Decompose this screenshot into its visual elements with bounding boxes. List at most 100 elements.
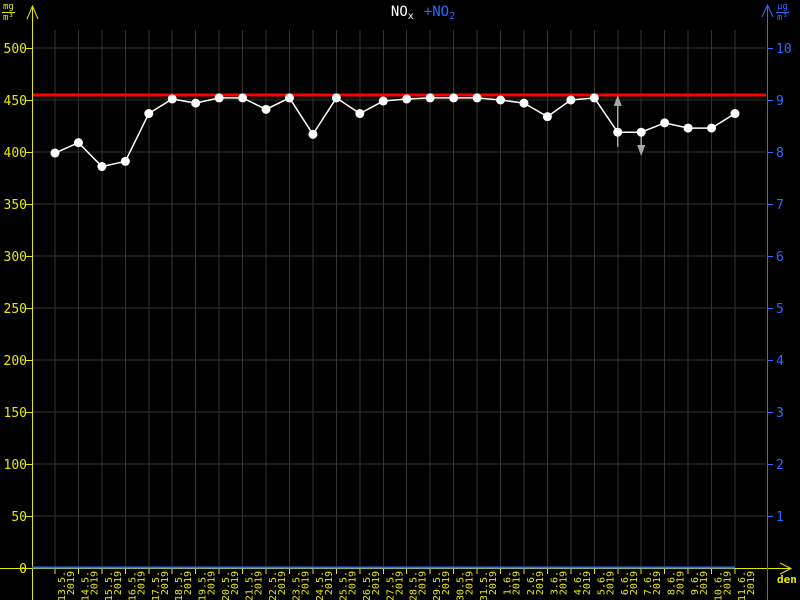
legend-no2-sub: 2 — [449, 11, 456, 22]
nox-data-point — [284, 93, 294, 103]
nox-data-point — [331, 93, 341, 103]
nox-data-point — [613, 127, 623, 137]
nox-data-point — [449, 93, 459, 103]
x-tick-label-day: 1.6. — [503, 571, 514, 595]
right-tick-label: 3 — [776, 406, 784, 421]
x-tick-label-year: 2019 — [746, 571, 757, 595]
x-tick-label-day: 5.6. — [596, 571, 607, 595]
x-tick-label-day: 29.5. — [432, 571, 443, 600]
x-tick-label-year: 2019 — [207, 571, 218, 595]
x-tick-label-year: 2019 — [488, 571, 499, 595]
nox-data-point — [425, 93, 435, 103]
right-tick-label: 2 — [776, 458, 784, 473]
x-tick-label-day: 21.5. — [245, 571, 256, 600]
nox-data-point — [238, 93, 248, 103]
nox-data-point — [261, 104, 271, 114]
legend-nox: NOx — [391, 4, 414, 22]
x-tick-label-day: 17.5. — [151, 571, 162, 600]
left-tick-label: 150 — [4, 406, 27, 421]
nox-data-point — [707, 123, 717, 133]
left-tick-label: 300 — [4, 250, 27, 265]
nox-data-point — [214, 93, 224, 103]
legend-nox-sub: x — [407, 11, 414, 22]
x-tick-label-day: 26.5. — [362, 571, 373, 600]
x-tick-label-year: 2019 — [512, 571, 523, 595]
x-tick-label-year: 2019 — [66, 571, 77, 595]
nox-data-point — [167, 94, 177, 104]
nox-data-point — [73, 138, 83, 148]
nox-series-line — [54, 96, 736, 168]
x-tick-label-day: 8.6. — [667, 571, 678, 595]
x-tick-label-year: 2019 — [347, 571, 358, 595]
x-tick-label-day: 24.5. — [315, 571, 326, 600]
x-tick-label-day: 19.5. — [198, 571, 209, 600]
x-axis-arrow — [779, 562, 793, 575]
x-tick-label-day: 7.6. — [643, 571, 654, 595]
nox-data-point — [97, 162, 107, 172]
nox-data-point — [402, 94, 412, 104]
x-tick-label-year: 2019 — [629, 571, 640, 595]
left-tick-label: 400 — [4, 146, 27, 161]
x-tick-label-day: 20.5. — [221, 571, 232, 600]
nox-data-point — [589, 93, 599, 103]
x-tick-label-year: 2019 — [160, 571, 171, 595]
x-tick-label-day: 13.5. — [57, 571, 68, 600]
nox-data-point — [566, 95, 576, 105]
left-axis-unit-denominator: m³ — [3, 13, 14, 23]
nox-data-point — [355, 109, 365, 119]
x-tick-label-year: 2019 — [582, 571, 593, 595]
x-tick-label-year: 2019 — [558, 571, 569, 595]
x-tick-label-year: 2019 — [418, 571, 429, 595]
x-tick-label-day: 14.5. — [80, 571, 91, 600]
nox-data-point — [496, 95, 506, 105]
right-tick-label: 8 — [776, 146, 784, 161]
legend-no2: +NO2 — [423, 4, 456, 22]
right-axis-unit-denominator: m³ — [777, 13, 788, 23]
nox-data-point — [683, 123, 693, 133]
nox-data-point — [730, 109, 740, 119]
legend-no2-text: +NO — [423, 4, 450, 20]
nox-data-point — [308, 129, 318, 139]
down-arrow-head — [637, 145, 646, 157]
x-tick-label-day: 15.5. — [104, 571, 115, 600]
right-tick-label: 7 — [776, 198, 784, 213]
x-tick-label-year: 2019 — [230, 571, 241, 595]
nox-data-point — [636, 127, 646, 137]
x-tick-label-year: 2019 — [394, 571, 405, 595]
right-tick-label: 4 — [776, 354, 784, 369]
right-tick-label: 9 — [776, 94, 784, 109]
x-tick-label-year: 2019 — [535, 571, 546, 595]
x-tick-label-day: 4.6. — [573, 571, 584, 595]
nox-data-point — [144, 109, 154, 119]
x-tick-label-year: 2019 — [699, 571, 710, 595]
nox-data-point — [660, 118, 670, 128]
left-axis-arrow — [26, 4, 39, 20]
x-tick-label-day: 3.6. — [549, 571, 560, 595]
x-tick-label-day: 28.5. — [409, 571, 420, 600]
right-axis-unit-numerator: µg — [776, 2, 789, 13]
x-tick-label-year: 2019 — [676, 571, 687, 595]
nox-data-point — [542, 112, 552, 122]
nox-data-point — [191, 98, 201, 108]
x-tick-label-day: 23.5. — [291, 571, 302, 600]
x-tick-label-day: 6.6. — [620, 571, 631, 595]
right-tick-label: 6 — [776, 250, 784, 265]
x-tick-label-year: 2019 — [113, 571, 124, 595]
x-tick-label-year: 2019 — [441, 571, 452, 595]
x-tick-label-day: 16.5. — [127, 571, 138, 600]
left-axis-unit: mg m³ — [2, 2, 15, 23]
x-tick-label-day: 11.6. — [737, 571, 748, 600]
x-tick-label-day: 2.6. — [526, 571, 537, 595]
x-tick-label-day: 10.6. — [714, 571, 725, 600]
x-tick-label-year: 2019 — [605, 571, 616, 595]
left-tick-label: 100 — [4, 458, 27, 473]
left-tick-label: 200 — [4, 354, 27, 369]
x-tick-label-year: 2019 — [89, 571, 100, 595]
x-tick-label-year: 2019 — [183, 571, 194, 595]
nox-data-point — [50, 148, 60, 158]
up-arrow-head — [613, 94, 622, 106]
right-axis-arrow — [761, 3, 774, 18]
x-axis-label: den — [777, 573, 797, 586]
x-tick-label-year: 2019 — [465, 571, 476, 595]
